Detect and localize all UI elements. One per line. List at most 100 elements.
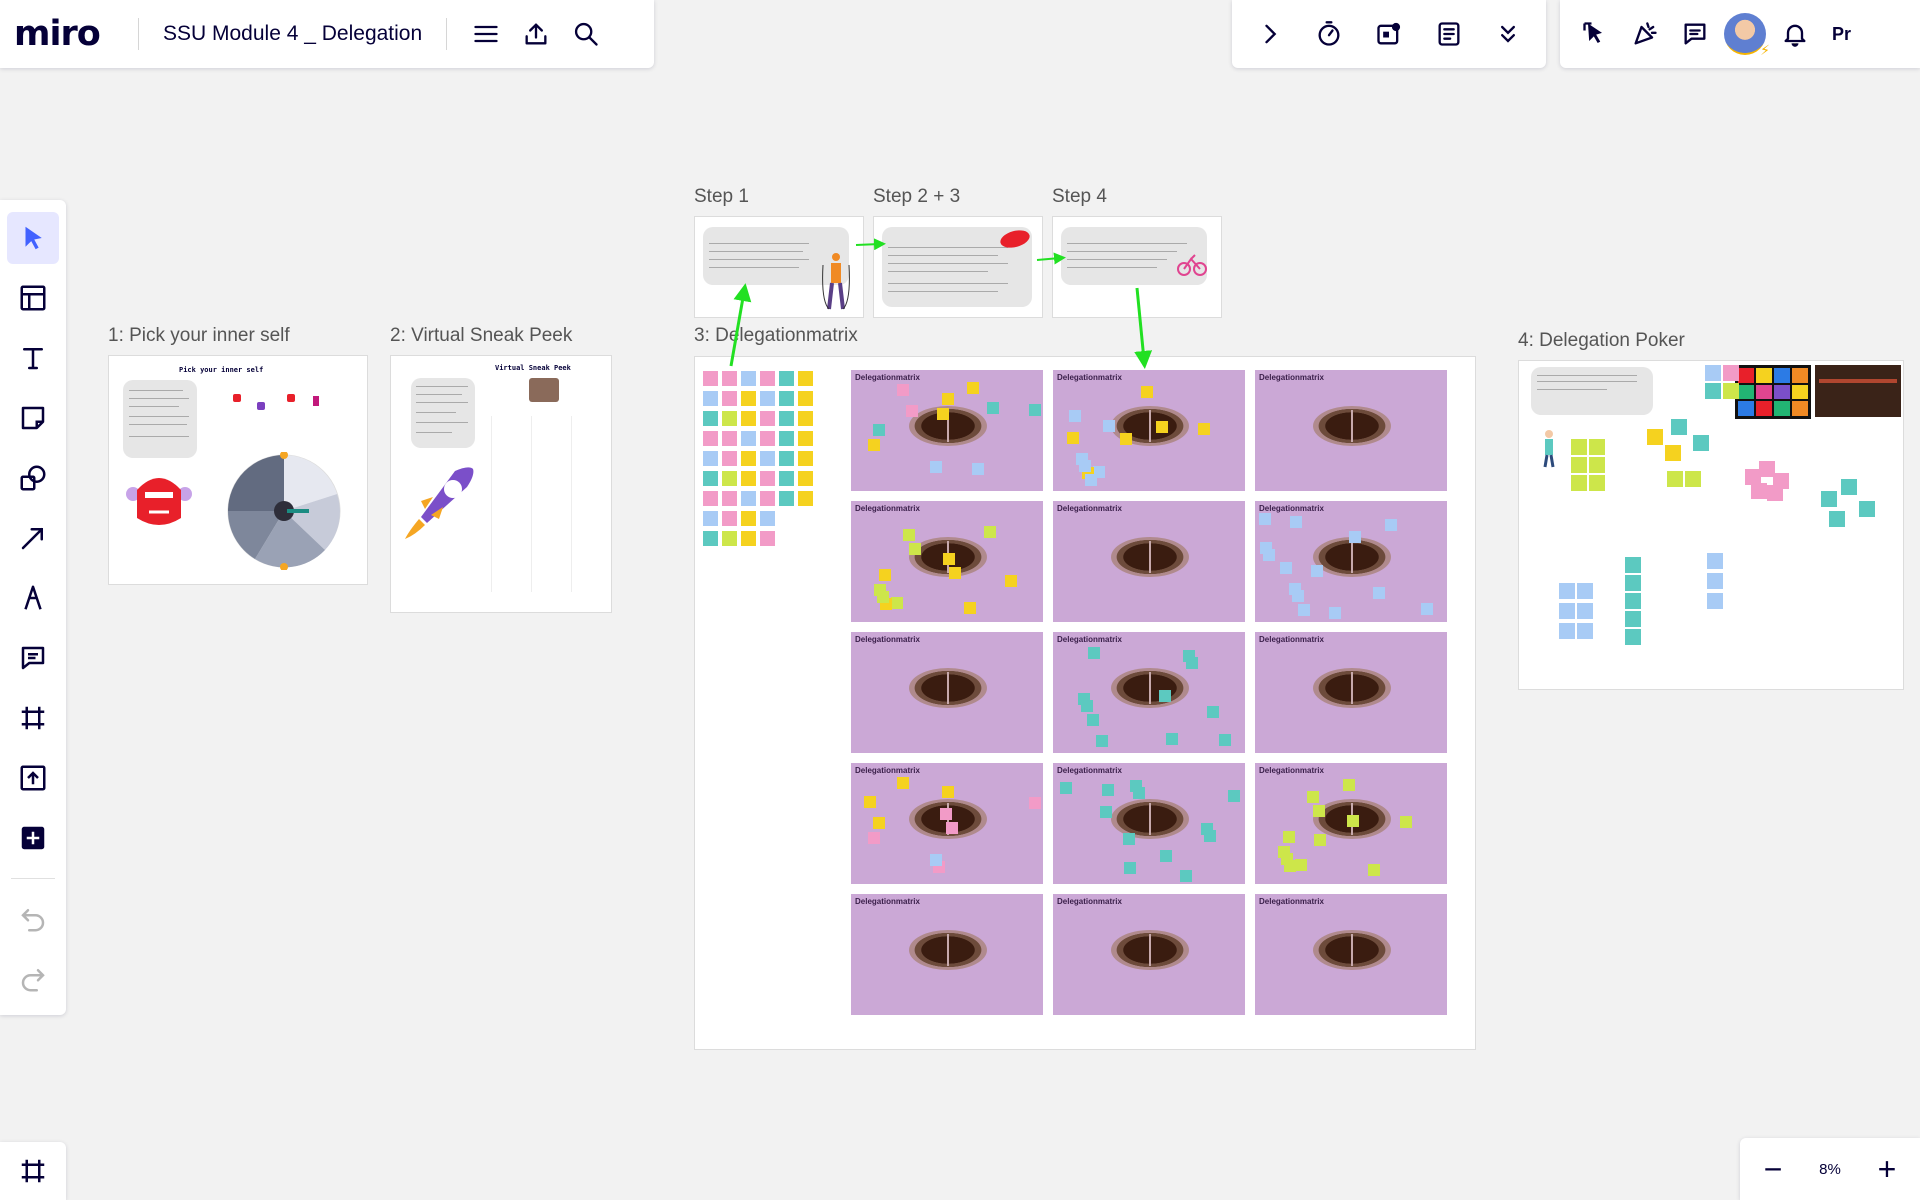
sticky-note[interactable] xyxy=(940,808,952,820)
sticky-note[interactable] xyxy=(1087,714,1099,726)
sticky-note[interactable] xyxy=(1559,583,1575,599)
sticky-note[interactable] xyxy=(943,553,955,565)
sticky-note[interactable] xyxy=(1625,593,1641,609)
sticky-note[interactable] xyxy=(1120,433,1132,445)
delegation-matrix-slide[interactable]: Delegationmatrix xyxy=(1053,632,1245,753)
delegation-matrix-slide[interactable]: Delegationmatrix xyxy=(1053,763,1245,884)
sticky-note[interactable] xyxy=(741,411,756,426)
sticky-note[interactable] xyxy=(1693,435,1709,451)
sticky-note[interactable] xyxy=(1707,573,1723,589)
sticky-note[interactable] xyxy=(1029,797,1041,809)
frame-label-virtual-sneak-peek[interactable]: 2: Virtual Sneak Peek xyxy=(390,325,573,346)
sticky-note[interactable] xyxy=(1767,485,1783,501)
sticky-note[interactable] xyxy=(972,463,984,475)
sticky-note[interactable] xyxy=(798,431,813,446)
sticky-note[interactable] xyxy=(1079,460,1091,472)
frame-label-step-4[interactable]: Step 4 xyxy=(1052,186,1107,207)
miro-logo[interactable]: miro xyxy=(14,14,101,54)
expand-tools-button[interactable] xyxy=(1245,9,1295,59)
sticky-note[interactable] xyxy=(703,451,718,466)
delegation-matrix-slide[interactable]: Delegationmatrix xyxy=(1053,370,1245,491)
zoom-in-button[interactable]: + xyxy=(1877,1150,1897,1187)
sticky-note[interactable] xyxy=(1186,657,1198,669)
more-tools-button[interactable] xyxy=(1483,9,1533,59)
sticky-note[interactable] xyxy=(868,439,880,451)
sticky-note-tool[interactable] xyxy=(7,392,59,444)
sticky-note[interactable] xyxy=(1665,445,1681,461)
sticky-note[interactable] xyxy=(1124,862,1136,874)
sticky-note[interactable] xyxy=(1667,471,1683,487)
sticky-note[interactable] xyxy=(1589,439,1605,455)
select-tool[interactable] xyxy=(7,212,59,264)
undo-button[interactable] xyxy=(7,893,59,945)
sticky-note[interactable] xyxy=(779,411,794,426)
sticky-note[interactable] xyxy=(703,471,718,486)
sticky-note[interactable] xyxy=(798,471,813,486)
sticky-note[interactable] xyxy=(798,391,813,406)
frame-step-4[interactable] xyxy=(1052,216,1222,318)
sticky-note[interactable] xyxy=(946,822,958,834)
delegation-matrix-slide[interactable]: Delegationmatrix xyxy=(1255,763,1447,884)
text-tool[interactable] xyxy=(7,332,59,384)
menu-button[interactable] xyxy=(461,9,511,59)
sticky-note[interactable] xyxy=(1156,421,1168,433)
sticky-note[interactable] xyxy=(873,817,885,829)
sticky-note[interactable] xyxy=(1100,806,1112,818)
sticky-note[interactable] xyxy=(1559,603,1575,619)
sticky-note[interactable] xyxy=(1067,432,1079,444)
sticky-note[interactable] xyxy=(1069,410,1081,422)
sticky-note[interactable] xyxy=(1180,870,1192,882)
sticky-note[interactable] xyxy=(1705,365,1721,381)
sticky-note[interactable] xyxy=(1577,603,1593,619)
sticky-note[interactable] xyxy=(760,471,775,486)
delegation-matrix-slide[interactable]: Delegationmatrix xyxy=(851,763,1043,884)
sticky-note[interactable] xyxy=(1343,779,1355,791)
sticky-note[interactable] xyxy=(1625,575,1641,591)
frame-label-delegation-poker[interactable]: 4: Delegation Poker xyxy=(1518,330,1685,351)
frame-label-pick-inner-self[interactable]: 1: Pick your inner self xyxy=(108,325,290,346)
sticky-note[interactable] xyxy=(1166,733,1178,745)
sticky-note[interactable] xyxy=(1589,475,1605,491)
templates-tool[interactable] xyxy=(7,272,59,324)
sticky-note[interactable] xyxy=(1559,623,1575,639)
sticky-note[interactable] xyxy=(722,371,737,386)
sticky-note[interactable] xyxy=(703,391,718,406)
delegation-matrix-slide[interactable]: Delegationmatrix xyxy=(1053,894,1245,1015)
sticky-note[interactable] xyxy=(798,411,813,426)
sticky-note[interactable] xyxy=(703,431,718,446)
sticky-note[interactable] xyxy=(1005,575,1017,587)
sticky-note[interactable] xyxy=(1859,501,1875,517)
delegation-matrix-slide[interactable]: Delegationmatrix xyxy=(1255,894,1447,1015)
sticky-note[interactable] xyxy=(879,569,891,581)
connection-line-tool[interactable] xyxy=(7,512,59,564)
frame-label-delegationmatrix[interactable]: 3: Delegationmatrix xyxy=(694,325,858,346)
sticky-note[interactable] xyxy=(1295,859,1307,871)
sticky-note[interactable] xyxy=(1349,531,1361,543)
delegation-matrix-slide[interactable]: Delegationmatrix xyxy=(851,894,1043,1015)
pen-tool[interactable] xyxy=(7,572,59,624)
sticky-note[interactable] xyxy=(949,567,961,579)
sticky-note[interactable] xyxy=(1307,791,1319,803)
sticky-note[interactable] xyxy=(1102,784,1114,796)
sticky-note[interactable] xyxy=(987,402,999,414)
sticky-note[interactable] xyxy=(1571,475,1587,491)
sticky-note[interactable] xyxy=(906,405,918,417)
sticky-note[interactable] xyxy=(760,531,775,546)
frame-step-1[interactable] xyxy=(694,216,864,318)
zoom-level[interactable]: 8% xyxy=(1819,1160,1841,1178)
sticky-note[interactable] xyxy=(1085,474,1097,486)
sticky-note[interactable] xyxy=(1198,423,1210,435)
sticky-note[interactable] xyxy=(897,777,909,789)
sticky-note[interactable] xyxy=(798,371,813,386)
sticky-note[interactable] xyxy=(703,371,718,386)
sticky-note[interactable] xyxy=(1751,483,1767,499)
sticky-note[interactable] xyxy=(1829,511,1845,527)
sticky-note[interactable] xyxy=(703,411,718,426)
sticky-note[interactable] xyxy=(741,471,756,486)
sticky-note[interactable] xyxy=(1283,831,1295,843)
sticky-note[interactable] xyxy=(722,491,737,506)
present-button[interactable]: Pr xyxy=(1832,23,1852,44)
sticky-note[interactable] xyxy=(703,491,718,506)
sticky-note[interactable] xyxy=(1281,853,1293,865)
sticky-note[interactable] xyxy=(1060,782,1072,794)
